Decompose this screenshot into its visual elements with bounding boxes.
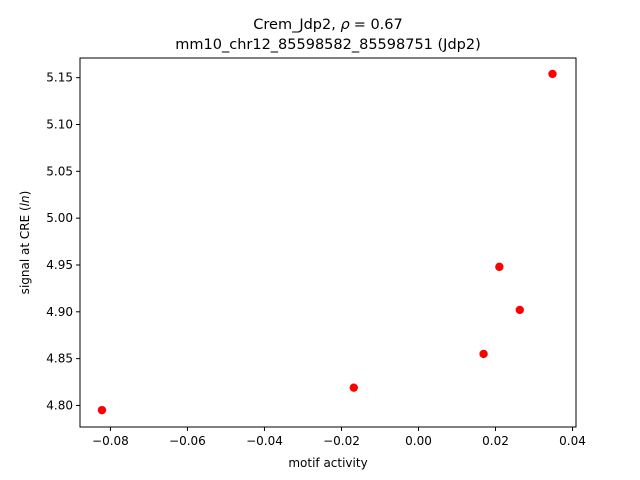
y-tick-label: 5.15	[46, 71, 73, 85]
y-axis-label: signal at CRE (ln)	[18, 191, 32, 295]
data-point	[515, 305, 524, 315]
data-point	[97, 405, 107, 415]
y-tick-label: 5.10	[46, 117, 73, 131]
y-label-suffix: )	[18, 191, 32, 196]
title-prefix: Crem_Jdp2,	[253, 17, 340, 33]
x-tick-label: −0.04	[246, 434, 283, 448]
x-tick-label: −0.02	[323, 434, 360, 448]
y-label-italic: ln	[18, 195, 32, 206]
chart-title: Crem_Jdp2, ρ = 0.67	[253, 17, 402, 33]
x-tick-label: −0.06	[169, 434, 206, 448]
plot-area-frame	[79, 57, 577, 428]
x-tick-label: 0.02	[482, 434, 509, 448]
chart-subtitle: mm10_chr12_85598582_85598751 (Jdp2)	[175, 37, 480, 53]
x-tick-label: 0.04	[559, 434, 586, 448]
data-points	[97, 69, 557, 415]
x-tick-label: −0.08	[92, 434, 129, 448]
data-point	[479, 349, 488, 359]
rho-symbol: ρ	[340, 17, 350, 33]
x-axis-label: motif activity	[288, 456, 367, 470]
data-point	[349, 383, 359, 392]
y-label-prefix: signal at CRE (	[18, 206, 32, 294]
x-tick-label: 0.00	[405, 434, 432, 448]
y-tick-label: 5.00	[46, 211, 73, 225]
x-axis: −0.08 −0.06 −0.04 −0.02 0.00 0.02 0.04	[92, 427, 586, 448]
y-tick-label: 4.80	[46, 398, 73, 412]
y-tick-label: 5.05	[46, 164, 73, 178]
y-tick-label: 4.95	[46, 258, 73, 272]
rho-value: = 0.67	[354, 17, 403, 33]
y-tick-label: 4.90	[46, 305, 73, 319]
y-axis: 4.80 4.85 4.90 4.95 5.00 5.05 5.10 5.15	[46, 71, 80, 412]
y-tick-label: 4.85	[46, 352, 73, 366]
data-point	[548, 69, 557, 79]
data-point	[495, 262, 504, 272]
